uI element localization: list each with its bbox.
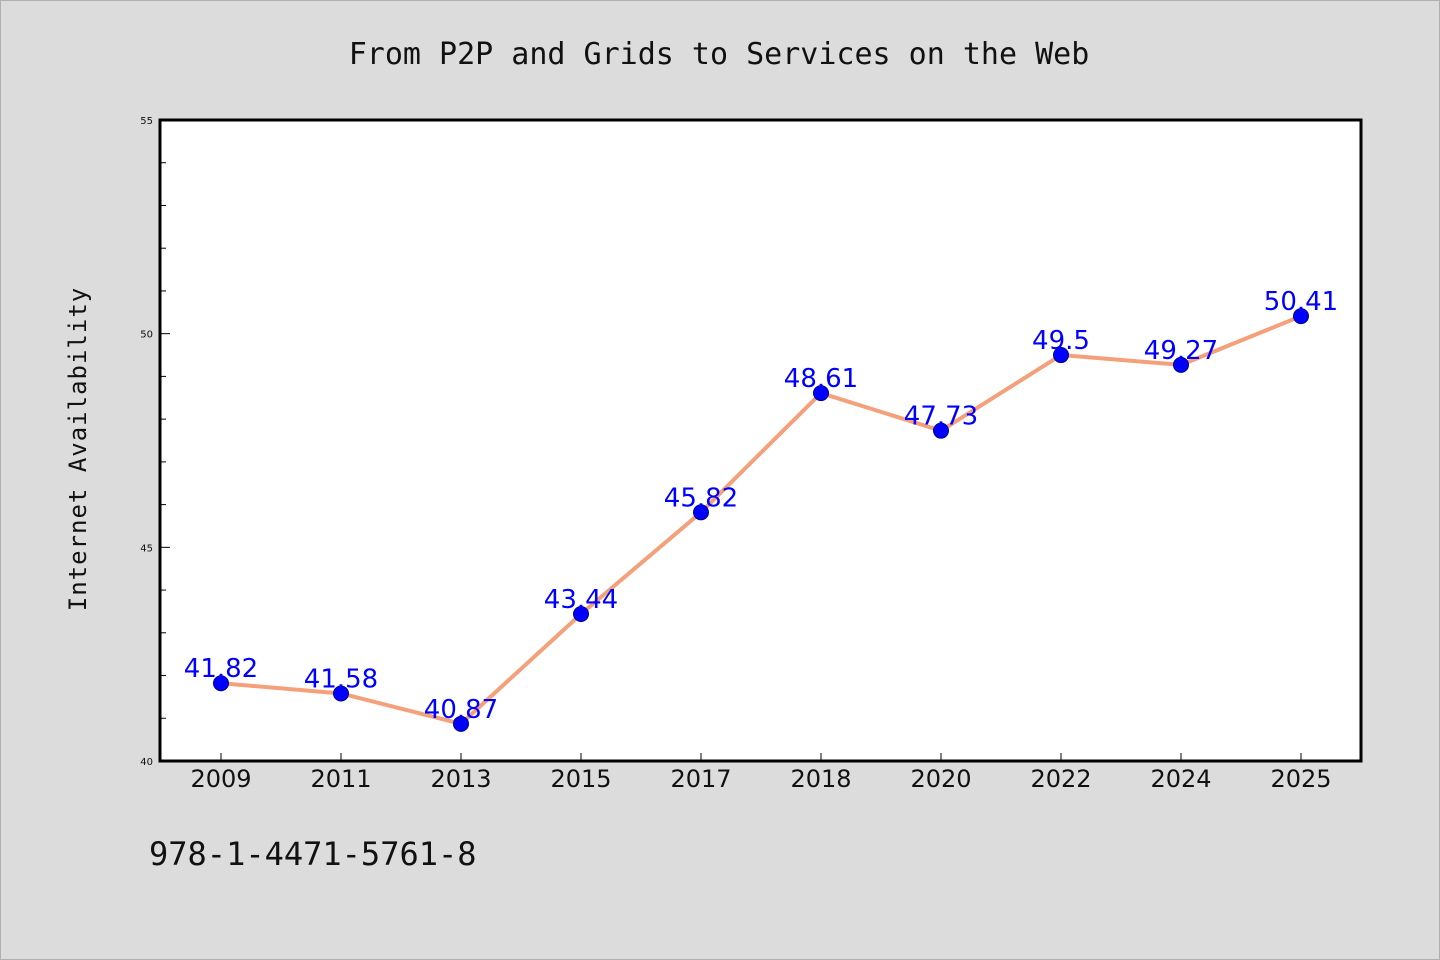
data-point-marker bbox=[213, 675, 229, 692]
x-tick-label: 2015 bbox=[550, 765, 611, 793]
series-line-group bbox=[219, 314, 1303, 726]
x-tick-label: 2017 bbox=[670, 765, 731, 793]
y-tick-label: 40 bbox=[140, 757, 153, 768]
x-tick-label: 2009 bbox=[190, 765, 251, 793]
data-label: 49.27 bbox=[1144, 336, 1218, 366]
y-axis-ticks: 40 45 50 55 bbox=[140, 116, 170, 768]
y-tick-label: 55 bbox=[140, 116, 153, 127]
data-label: 45.82 bbox=[664, 483, 738, 513]
data-point-marker bbox=[1053, 347, 1069, 364]
data-label: 49.5 bbox=[1032, 326, 1090, 356]
x-tick-label: 2022 bbox=[1030, 765, 1091, 793]
chart-title: From P2P and Grids to Services on the We… bbox=[349, 37, 1090, 72]
x-axis-ticks: 2009 2011 2013 2015 2017 2018 2020 2022 2024 2025 bbox=[190, 753, 1332, 793]
data-markers bbox=[213, 308, 1309, 732]
data-point-marker bbox=[1173, 356, 1189, 373]
x-tick-label: 2025 bbox=[1270, 765, 1331, 793]
data-point-marker bbox=[1293, 308, 1309, 325]
data-point-marker bbox=[933, 422, 949, 439]
x-tick-label: 2020 bbox=[910, 765, 971, 793]
data-label: 40.87 bbox=[424, 695, 498, 725]
y-axis-label: Internet Availability bbox=[64, 287, 92, 611]
data-point-marker bbox=[693, 504, 709, 521]
footer-isbn: 978-1-4471-5761-8 bbox=[149, 835, 477, 873]
series-line bbox=[219, 314, 1303, 726]
data-label: 41.82 bbox=[184, 654, 258, 684]
data-labels-group: 41.82 41.58 40.87 43.44 45.82 48.61 47.73 49.5 4… bbox=[184, 287, 1338, 725]
x-tick-label: 2024 bbox=[1150, 765, 1211, 793]
plot-area bbox=[158, 118, 1363, 763]
data-point-marker bbox=[573, 605, 589, 622]
y-tick-label: 45 bbox=[140, 543, 153, 554]
x-tick-label: 2018 bbox=[790, 765, 851, 793]
data-label: 50.41 bbox=[1264, 287, 1338, 317]
data-label: 48.61 bbox=[784, 364, 858, 394]
y-tick-label: 50 bbox=[140, 330, 153, 341]
x-tick-label: 2011 bbox=[310, 765, 371, 793]
data-point-marker bbox=[333, 685, 349, 702]
data-point-marker bbox=[813, 385, 829, 402]
data-point-marker bbox=[453, 715, 469, 732]
data-label: 41.58 bbox=[304, 664, 378, 694]
data-label: 43.44 bbox=[544, 585, 618, 615]
data-label: 47.73 bbox=[904, 402, 978, 432]
x-tick-label: 2013 bbox=[430, 765, 491, 793]
